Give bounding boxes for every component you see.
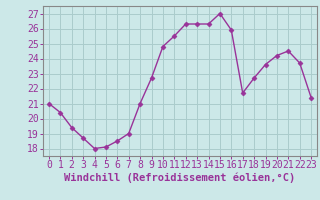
X-axis label: Windchill (Refroidissement éolien,°C): Windchill (Refroidissement éolien,°C) bbox=[64, 173, 296, 183]
